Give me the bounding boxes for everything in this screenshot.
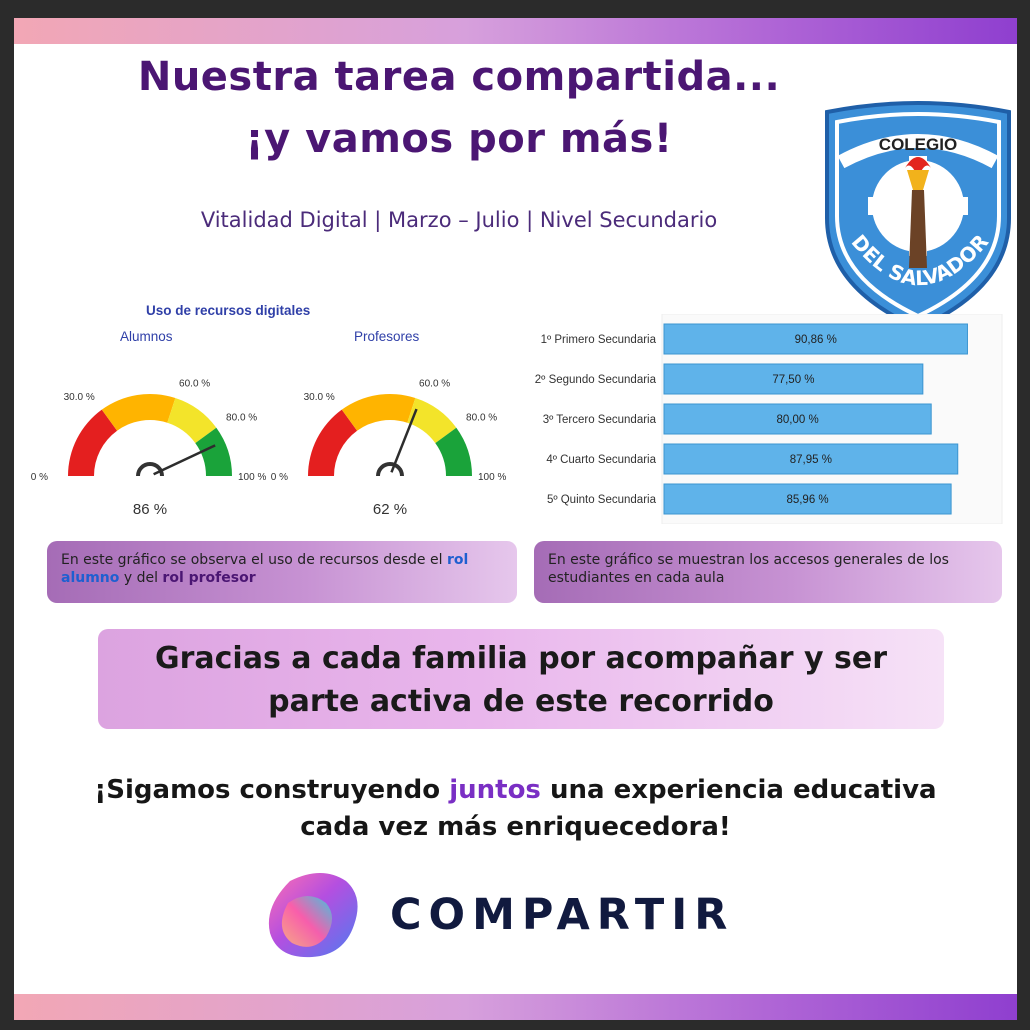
- gauge-band-1: [101, 394, 176, 431]
- top-gradient-stripe: [14, 18, 1017, 44]
- gauge-band-3: [195, 427, 232, 476]
- bar-3: [663, 403, 932, 435]
- gauge-band-2: [407, 398, 457, 444]
- thanks-banner: Gracias a cada familia por acompañar y s…: [98, 629, 944, 729]
- gauge-band-2: [167, 398, 217, 444]
- gauge-value-label: 62 %: [373, 501, 407, 518]
- note-left-highlight-profesor: rol profesor: [162, 570, 256, 586]
- gauge-hub: [376, 462, 404, 477]
- gauge-scale-label: 100 %: [478, 472, 506, 483]
- gauge-scale-label: 60.0 %: [419, 379, 450, 390]
- bar-category-label: 2º Segundo Secundaria: [535, 374, 657, 386]
- bar-category-label: 3º Tercero Secundaria: [543, 414, 657, 426]
- compartir-logo-text: COMPARTIR: [390, 890, 735, 940]
- gauge-label-profesores: Profesores: [354, 329, 420, 344]
- gauge-scale-label: 80.0 %: [226, 413, 257, 424]
- thanks-line2: parte activa de este recorrido: [268, 684, 774, 719]
- school-crest-logo: COLEGIO DEL SALVADOR: [825, 101, 1011, 330]
- gauge-needle: [153, 444, 216, 476]
- gauge-scale-label: 80.0 %: [466, 413, 497, 424]
- closing-highlight: juntos: [449, 775, 541, 805]
- gauge-scale-label: 0 %: [31, 472, 48, 483]
- classroom-access-bar-chart: 1º Primero Secundaria 90,86 % 2º Segundo S…: [535, 314, 1003, 524]
- infographic-page: Nuestra tarea compartida... ¡y vamos por…: [14, 18, 1017, 1020]
- bar-value-label: 90,86 %: [795, 334, 837, 346]
- gauge-band-0: [68, 409, 118, 476]
- gauge-needle: [390, 408, 418, 473]
- crest-top-text: COLEGIO: [879, 135, 957, 154]
- gauge-scale-label: 0 %: [271, 472, 288, 483]
- bar-category-label: 5º Quinto Secundaria: [547, 494, 657, 506]
- bar-value-label: 77,50 %: [772, 374, 814, 386]
- page-title-line1: Nuestra tarea compartida...: [137, 54, 781, 100]
- bar-5: [663, 483, 952, 515]
- note-left: En este gráfico se observa el uso de rec…: [47, 541, 517, 603]
- closing-line1: ¡Sigamos construyendo juntos una experie…: [94, 775, 937, 805]
- gauge-scale-label: 30.0 %: [304, 392, 335, 403]
- gauge-profesores: 0 % 30.0 % 60.0 % 80.0 % 100 % 62 %: [271, 379, 507, 518]
- closing-line2: cada vez más enriquecedora!: [300, 812, 731, 842]
- gauges-chart-title: Uso de recursos digitales: [146, 303, 311, 318]
- note-left-text-mid: y del: [119, 570, 163, 586]
- page-subtitle: Vitalidad Digital | Marzo – Julio | Nive…: [200, 208, 718, 232]
- gauge-band-0: [308, 409, 358, 476]
- gauge-band-1: [341, 394, 416, 431]
- bar-category-label: 4º Cuarto Secundaria: [546, 454, 656, 466]
- gauge-scale-label: 30.0 %: [64, 392, 95, 403]
- bottom-gradient-stripe: [14, 994, 1017, 1020]
- gauge-hub: [136, 462, 164, 477]
- bar-1: [663, 323, 968, 355]
- gauge-label-alumnos: Alumnos: [120, 329, 173, 344]
- closing-message: ¡Sigamos construyendo juntos una experie…: [14, 772, 1017, 846]
- page-title-line2: ¡y vamos por más!: [245, 116, 673, 162]
- bar-value-label: 85,96 %: [786, 494, 828, 506]
- gauge-scale-label: 60.0 %: [179, 379, 210, 390]
- gauge-value-label: 86 %: [133, 501, 167, 518]
- bar-4: [663, 443, 959, 475]
- bar-category-label: 1º Primero Secundaria: [541, 334, 657, 346]
- note-left-text: En este gráfico se observa el uso de rec…: [61, 552, 447, 568]
- gauge-band-3: [435, 427, 472, 476]
- compartir-logo-icon: [268, 873, 358, 958]
- bar-value-label: 80,00 %: [776, 414, 818, 426]
- note-left-highlight-alumno: rol alumno: [61, 552, 469, 586]
- note-right: En este gráfico se muestran los accesos …: [534, 541, 1002, 603]
- gauge-alumnos: 0 % 30.0 % 60.0 % 80.0 % 100 % 86 %: [31, 379, 267, 518]
- bar-2: [663, 363, 924, 395]
- bar-value-label: 87,95 %: [790, 454, 832, 466]
- gauge-scale-label: 100 %: [238, 472, 266, 483]
- thanks-line1: Gracias a cada familia por acompañar y s…: [154, 641, 888, 676]
